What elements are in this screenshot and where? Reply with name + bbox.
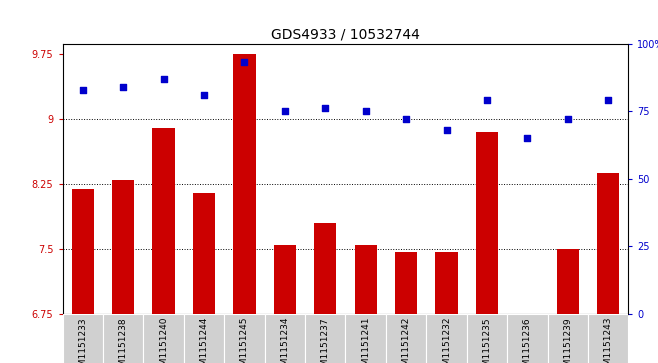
- Point: [199, 92, 209, 98]
- Point: [239, 60, 249, 65]
- Text: GSM1151232: GSM1151232: [442, 317, 451, 363]
- Bar: [234, 54, 255, 314]
- Bar: [72, 188, 94, 314]
- Bar: [63, 314, 103, 363]
- Text: GSM1151244: GSM1151244: [199, 317, 209, 363]
- Text: GSM1151234: GSM1151234: [280, 317, 290, 363]
- Bar: [426, 314, 467, 363]
- Bar: [588, 314, 628, 363]
- Bar: [345, 314, 386, 363]
- Bar: [314, 223, 336, 314]
- Text: GSM1151243: GSM1151243: [603, 317, 613, 363]
- Bar: [467, 314, 507, 363]
- Point: [563, 117, 573, 122]
- Bar: [436, 252, 457, 314]
- Bar: [476, 132, 498, 314]
- Bar: [184, 314, 224, 363]
- Bar: [224, 314, 265, 363]
- Point: [320, 106, 330, 111]
- Bar: [386, 314, 426, 363]
- Text: GSM1151238: GSM1151238: [118, 317, 128, 363]
- Text: GSM1151236: GSM1151236: [523, 317, 532, 363]
- Point: [361, 108, 371, 114]
- Point: [603, 97, 613, 103]
- Text: GSM1151233: GSM1151233: [78, 317, 88, 363]
- Bar: [547, 314, 588, 363]
- Text: GSM1151235: GSM1151235: [482, 317, 492, 363]
- Bar: [103, 314, 143, 363]
- Bar: [597, 173, 619, 314]
- Bar: [274, 245, 296, 314]
- Point: [482, 97, 492, 103]
- Bar: [507, 314, 547, 363]
- Bar: [193, 193, 215, 314]
- Point: [118, 84, 128, 90]
- Point: [159, 76, 169, 82]
- Point: [442, 127, 452, 133]
- Bar: [305, 314, 345, 363]
- Bar: [112, 180, 134, 314]
- Bar: [395, 252, 417, 314]
- Text: GSM1151245: GSM1151245: [240, 317, 249, 363]
- Bar: [143, 314, 184, 363]
- Bar: [355, 245, 377, 314]
- Text: GSM1151239: GSM1151239: [563, 317, 572, 363]
- Title: GDS4933 / 10532744: GDS4933 / 10532744: [271, 27, 420, 41]
- Bar: [265, 314, 305, 363]
- Point: [401, 117, 411, 122]
- Text: GSM1151240: GSM1151240: [159, 317, 168, 363]
- Point: [78, 87, 88, 93]
- Bar: [517, 314, 538, 317]
- Point: [522, 135, 532, 141]
- Bar: [557, 249, 579, 314]
- Text: GSM1151237: GSM1151237: [320, 317, 330, 363]
- Text: GSM1151242: GSM1151242: [401, 317, 411, 363]
- Bar: [153, 128, 174, 314]
- Point: [280, 108, 290, 114]
- Text: GSM1151241: GSM1151241: [361, 317, 370, 363]
